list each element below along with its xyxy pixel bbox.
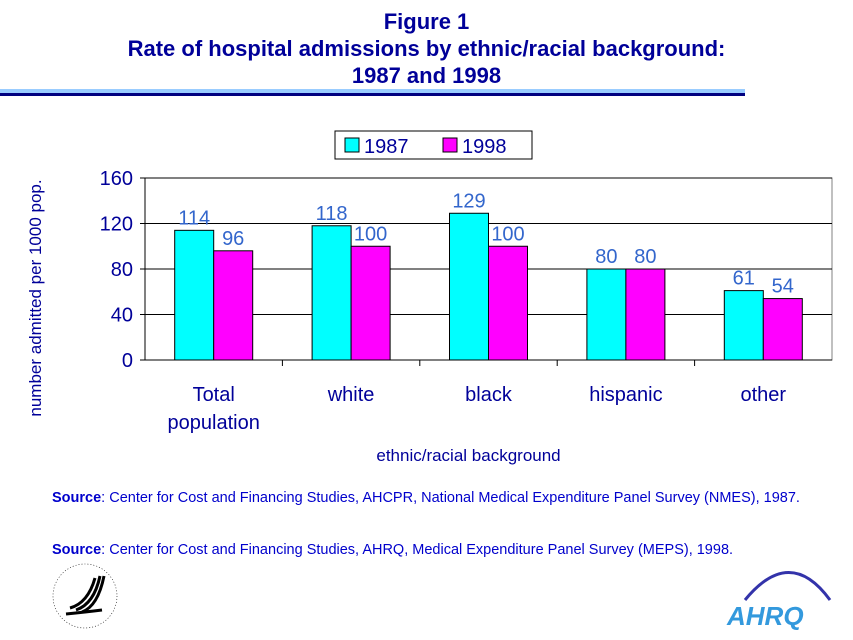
- x-axis-title: ethnic/racial background: [376, 446, 560, 465]
- data-label: 61: [733, 268, 755, 290]
- bar-1998: [350, 245, 391, 361]
- data-label: 96: [222, 228, 244, 250]
- legend-label: 1998: [462, 136, 507, 158]
- legend-swatch-1987: [344, 137, 360, 153]
- data-label: 80: [634, 246, 656, 268]
- y-tick-label: 0: [122, 350, 133, 372]
- x-tick-label: other: [741, 384, 787, 406]
- title-rule-dark: [0, 93, 745, 96]
- x-tick-label: population: [168, 412, 260, 434]
- chart-title: Rate of hospital admissions by ethnic/ra…: [127, 36, 726, 61]
- ahrq-logo: AHRQ: [726, 571, 832, 631]
- data-label: 80: [595, 246, 617, 268]
- x-tick-label: white: [327, 384, 375, 406]
- legend-swatch-1998: [442, 137, 458, 153]
- bar-1998: [762, 298, 803, 361]
- bar-1998: [213, 250, 254, 361]
- figure-number: Figure 1: [383, 9, 470, 34]
- source-text: : Center for Cost and Financing Studies,…: [101, 542, 734, 558]
- data-label: 54: [772, 276, 794, 298]
- legend-label: 1987: [364, 136, 409, 158]
- source-text: : Center for Cost and Financing Studies,…: [101, 490, 800, 506]
- source-label: Source: [52, 542, 102, 558]
- x-tick-label: black: [465, 384, 513, 406]
- data-label: 100: [491, 223, 524, 245]
- data-label: 114: [178, 207, 210, 229]
- bar-1987: [174, 229, 215, 361]
- data-label: 118: [316, 203, 348, 225]
- title-rule-light: [0, 89, 745, 93]
- legend: [334, 130, 533, 160]
- bar-1987: [449, 212, 489, 361]
- y-axis-title: number admitted per 1000 pop.: [26, 179, 45, 416]
- x-tick-label: hispanic: [589, 384, 662, 406]
- bar-1987: [586, 268, 627, 361]
- bar-1998: [625, 268, 666, 361]
- bar-1998: [488, 245, 528, 361]
- svg-text:AHRQ: AHRQ: [726, 601, 804, 631]
- bar-chart: 0 40 80 120 160 Total population 114 96 white 118 1…: [26, 130, 833, 465]
- y-tick-label: 40: [111, 305, 133, 327]
- data-label: 100: [354, 223, 387, 245]
- y-tick-label: 80: [111, 259, 133, 281]
- chart-subtitle: 1987 and 1998: [351, 63, 502, 88]
- bar-1987: [723, 290, 764, 361]
- data-label: 129: [452, 190, 485, 212]
- hhs-logo: [52, 563, 118, 629]
- source-1998: Source: Center for Cost and Financing St…: [52, 541, 842, 560]
- x-tick-label: Total: [193, 384, 235, 406]
- source-1987: Source: Center for Cost and Financing St…: [52, 489, 842, 508]
- source-label: Source: [52, 490, 102, 506]
- y-tick-label: 160: [100, 168, 133, 190]
- bar-1987: [311, 225, 352, 361]
- y-tick-label: 120: [100, 214, 133, 236]
